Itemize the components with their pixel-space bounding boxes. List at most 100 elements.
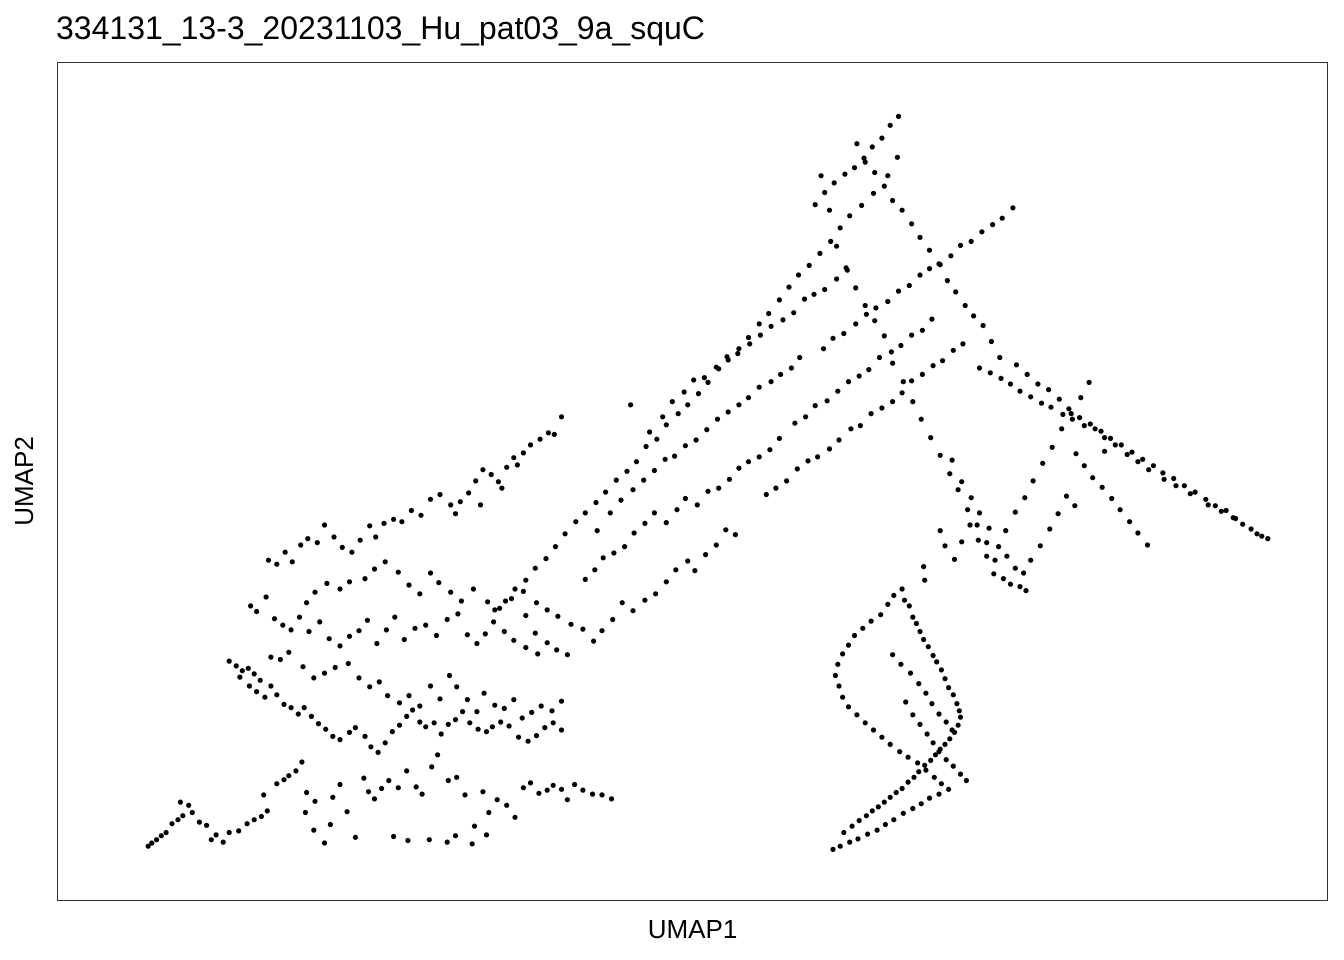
scatter-point [642, 597, 648, 603]
scatter-point [389, 729, 395, 735]
scatter-point [499, 485, 505, 491]
scatter-point [365, 789, 372, 795]
scatter-point [745, 459, 752, 465]
scatter-point [926, 247, 933, 253]
scatter-point [1102, 435, 1108, 441]
scatter-point [837, 225, 843, 231]
scatter-point [337, 781, 343, 788]
scatter-point [304, 789, 310, 796]
scatter-point [573, 519, 579, 525]
scatter-point [917, 628, 923, 635]
scatter-point [953, 289, 959, 295]
scatter-point [502, 598, 509, 604]
scatter-point [480, 467, 486, 473]
scatter-point [918, 801, 924, 807]
scatter-point [1181, 483, 1187, 489]
scatter-point [863, 813, 870, 819]
scatter-point [1007, 381, 1014, 387]
scatter-point [868, 411, 874, 417]
scatter-point [452, 717, 459, 723]
scatter-point [282, 549, 288, 555]
scatter-point [948, 253, 954, 259]
scatter-point [747, 341, 753, 347]
scatter-point [815, 454, 821, 460]
scatter-point [593, 499, 599, 506]
scatter-point [795, 272, 802, 278]
scatter-point [701, 375, 708, 381]
scatter-point [326, 636, 332, 642]
scatter-point [723, 527, 729, 533]
scatter-point [1063, 493, 1070, 499]
scatter-point [694, 502, 700, 508]
scatter-point [881, 183, 887, 189]
scatter-point [713, 542, 719, 548]
scatter-point [444, 616, 450, 623]
scatter-point [532, 630, 538, 636]
scatter-point [417, 719, 423, 725]
scatter-point [1248, 526, 1254, 532]
scatter-point [980, 322, 986, 329]
scatter-point [356, 628, 362, 634]
scatter-point [976, 365, 983, 371]
scatter-point [489, 724, 495, 730]
scatter-point [233, 663, 239, 669]
scatter-point [837, 843, 843, 849]
scatter-point [926, 266, 933, 272]
scatter-point [971, 313, 977, 319]
scatter-point [1092, 426, 1098, 432]
scatter-point [186, 802, 192, 808]
scatter-point [926, 795, 933, 801]
scatter-point [956, 708, 962, 714]
scatter-point [851, 165, 858, 171]
scatter-point [996, 544, 1002, 550]
scatter-point [226, 658, 232, 664]
scatter-point [582, 576, 588, 583]
scatter-point [371, 566, 378, 572]
scatter-point [315, 721, 322, 727]
scatter-point [295, 711, 301, 717]
scatter-point [946, 786, 952, 792]
scatter-point [180, 813, 186, 819]
scatter-point [1265, 536, 1271, 542]
scatter-point [893, 789, 899, 796]
scatter-point [891, 817, 897, 823]
scatter-point [213, 832, 219, 838]
scatter-point [1218, 508, 1224, 514]
scatter-point [1135, 459, 1141, 465]
scatter-point [776, 435, 783, 441]
scatter-point [675, 411, 681, 417]
scatter-point [408, 507, 414, 514]
scatter-point [564, 652, 570, 658]
scatter-point [504, 464, 510, 470]
scatter-point [512, 814, 518, 820]
scatter-point [324, 580, 330, 587]
scatter-point [1022, 495, 1028, 501]
scatter-point [1003, 528, 1009, 534]
scatter-point [898, 342, 904, 349]
scatter-point [550, 720, 556, 726]
scatter-point [374, 640, 380, 647]
scatter-point [339, 544, 345, 550]
scatter-point [312, 589, 318, 595]
scatter-point [872, 318, 878, 324]
scatter-point [613, 477, 619, 483]
scatter-point [682, 495, 689, 502]
scatter-point [936, 711, 942, 717]
scatter-point [757, 332, 764, 338]
scatter-point [467, 720, 473, 726]
scatter-point [385, 693, 391, 699]
scatter-point [286, 649, 292, 655]
scatter-point [413, 784, 419, 790]
scatter-point [1028, 557, 1034, 563]
scatter-point [874, 827, 880, 833]
scatter-point [929, 701, 935, 707]
scatter-point [337, 737, 343, 743]
scatter-point [826, 207, 833, 213]
scatter-point [931, 774, 937, 780]
scatter-point [1259, 533, 1265, 539]
scatter-point [876, 354, 883, 361]
scatter-point [264, 808, 270, 814]
scatter-point [1081, 423, 1087, 429]
scatter-point [1021, 570, 1027, 576]
scatter-point [653, 591, 659, 597]
